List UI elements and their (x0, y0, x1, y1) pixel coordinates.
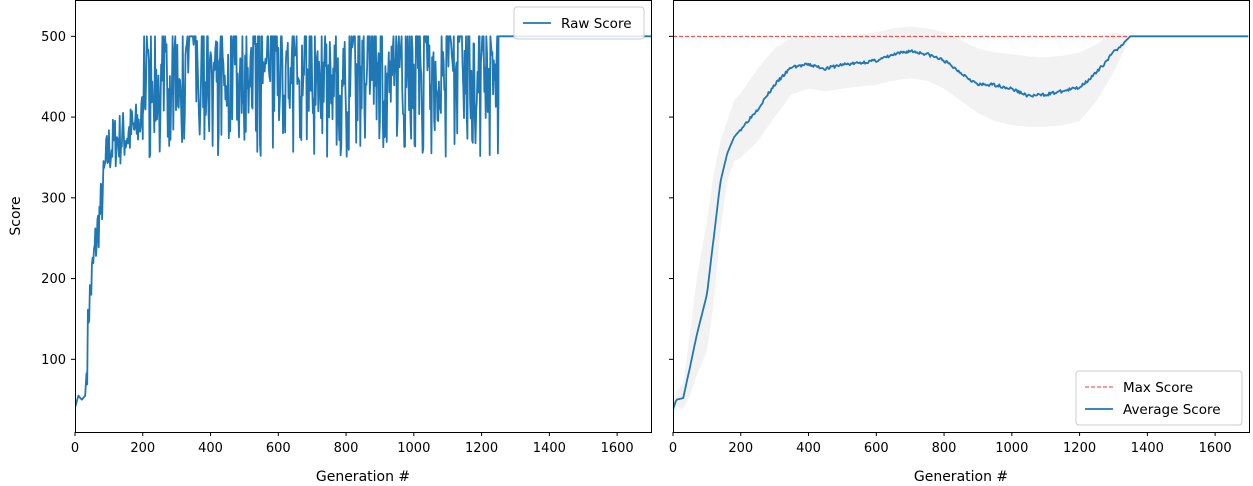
x-tick-label: 1400 (533, 441, 566, 456)
y-axis (669, 35, 673, 360)
x-tick-label: 1000 (995, 441, 1028, 456)
x-axis-label: Generation # (914, 469, 1008, 485)
plot-area (75, 35, 651, 409)
x-tick-label: 800 (932, 441, 957, 456)
plot-area (673, 26, 1249, 412)
x-tick-label: 0 (669, 441, 677, 456)
x-tick-label: 1600 (1199, 441, 1232, 456)
x-axis: 0 200 400 600 800 1000 1200 1400 1600 (669, 432, 1232, 456)
x-tick-label: 400 (796, 441, 821, 456)
x-tick-label: 200 (130, 441, 155, 456)
y-axis-label: Score (8, 196, 24, 235)
x-tick-label: 200 (728, 441, 753, 456)
x-tick-label: 1200 (465, 441, 498, 456)
legend: Max Score Average Score (1075, 370, 1243, 426)
legend-box (1075, 370, 1243, 426)
x-tick-label: 600 (864, 441, 889, 456)
axes-frame (673, 0, 1250, 433)
x-axis-label: Generation # (316, 469, 410, 485)
x-tick-label: 800 (334, 441, 359, 456)
average-score-line (673, 35, 1249, 410)
x-tick-label: 600 (266, 441, 291, 456)
y-tick-label: 400 (41, 111, 66, 126)
x-axis: 0 200 400 600 800 1000 1200 1400 1600 (71, 432, 634, 456)
y-tick-label: 200 (41, 272, 66, 287)
y-tick-label: 100 (41, 353, 66, 368)
raw-score-panel: 0 200 400 600 800 1000 1200 1400 1600 100 200 300 4… (8, 0, 652, 485)
legend-box (513, 6, 645, 40)
x-tick-label: 1400 (1131, 441, 1164, 456)
raw-score-line (75, 35, 651, 409)
average-score-band (673, 26, 1249, 412)
axes-frame (75, 0, 652, 433)
legend-label: Average Score (1123, 402, 1221, 418)
legend-label: Raw Score (561, 16, 632, 32)
y-axis: 100 200 300 400 500 (41, 30, 75, 368)
x-tick-label: 400 (198, 441, 223, 456)
legend-label: Max Score (1123, 380, 1193, 396)
x-tick-label: 1600 (601, 441, 634, 456)
y-tick-label: 500 (41, 30, 66, 45)
legend: Raw Score (513, 6, 645, 40)
x-tick-label: 1000 (397, 441, 430, 456)
x-tick-label: 1200 (1063, 441, 1096, 456)
average-score-panel: 0 200 400 600 800 1000 1200 1400 1600 Generation… (669, 0, 1250, 485)
x-tick-label: 0 (71, 441, 79, 456)
y-tick-label: 300 (41, 191, 66, 206)
